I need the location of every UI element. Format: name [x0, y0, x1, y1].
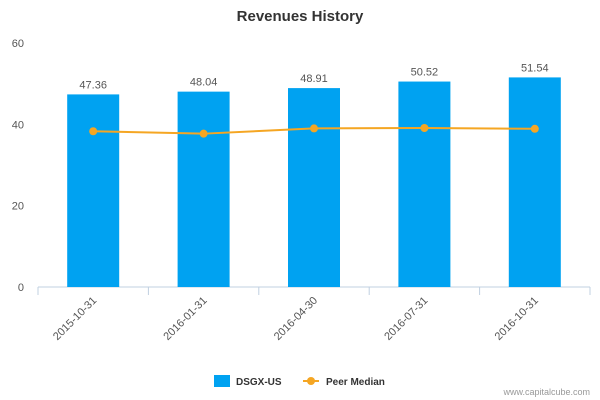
bar-data-label: 48.04: [190, 77, 218, 89]
y-tick-label: 40: [12, 119, 24, 131]
bar-dsgx[interactable]: [67, 94, 120, 287]
x-tick-label: 2015-10-31: [51, 295, 99, 343]
peer-median-point[interactable]: [199, 129, 208, 138]
x-tick-label: 2016-10-31: [493, 295, 541, 343]
peer-median-point[interactable]: [89, 127, 98, 136]
x-tick-label: 2016-04-30: [272, 295, 320, 343]
x-tick-label: 2016-01-31: [161, 295, 209, 343]
legend-marker-peer-median: [307, 377, 315, 385]
bar-data-label: 47.36: [79, 79, 107, 91]
x-axis: 2015-10-31 2016-01-31 2016-04-30 2016-07-31…: [37, 286, 591, 343]
y-tick-label: 60: [12, 38, 24, 50]
y-tick-label: 0: [18, 282, 24, 294]
credit-text: www.capitalcube.com: [502, 387, 590, 397]
bar-dsgx[interactable]: [398, 81, 451, 287]
bar-dsgx[interactable]: [177, 91, 230, 288]
y-axis: 0 20 40 60: [12, 38, 24, 294]
legend-swatch-dsgx: [214, 375, 230, 387]
peer-median-point[interactable]: [530, 124, 539, 133]
bar-data-label: 48.91: [300, 73, 328, 85]
bar-series: 47.36 48.04 48.91 50.52 51.54: [67, 62, 561, 288]
x-tick-label: 2016-07-31: [382, 295, 430, 343]
bar-data-label: 50.52: [411, 67, 439, 79]
bar-data-label: 51.54: [521, 62, 549, 74]
peer-median-point[interactable]: [310, 124, 318, 133]
bar-dsgx[interactable]: [508, 77, 561, 288]
peer-median-series: [89, 123, 539, 138]
peer-median-point[interactable]: [420, 123, 429, 132]
legend: DSGX-US Peer Median: [214, 375, 385, 388]
y-tick-label: 20: [12, 201, 24, 213]
chart-title: Revenues History: [237, 8, 364, 25]
bar-dsgx[interactable]: [288, 88, 340, 287]
legend-label-peer-median: Peer Median: [326, 377, 385, 388]
legend-item-dsgx[interactable]: DSGX-US: [214, 375, 282, 388]
legend-label-dsgx: DSGX-US: [236, 377, 282, 388]
legend-item-peer-median[interactable]: Peer Median: [303, 377, 385, 388]
